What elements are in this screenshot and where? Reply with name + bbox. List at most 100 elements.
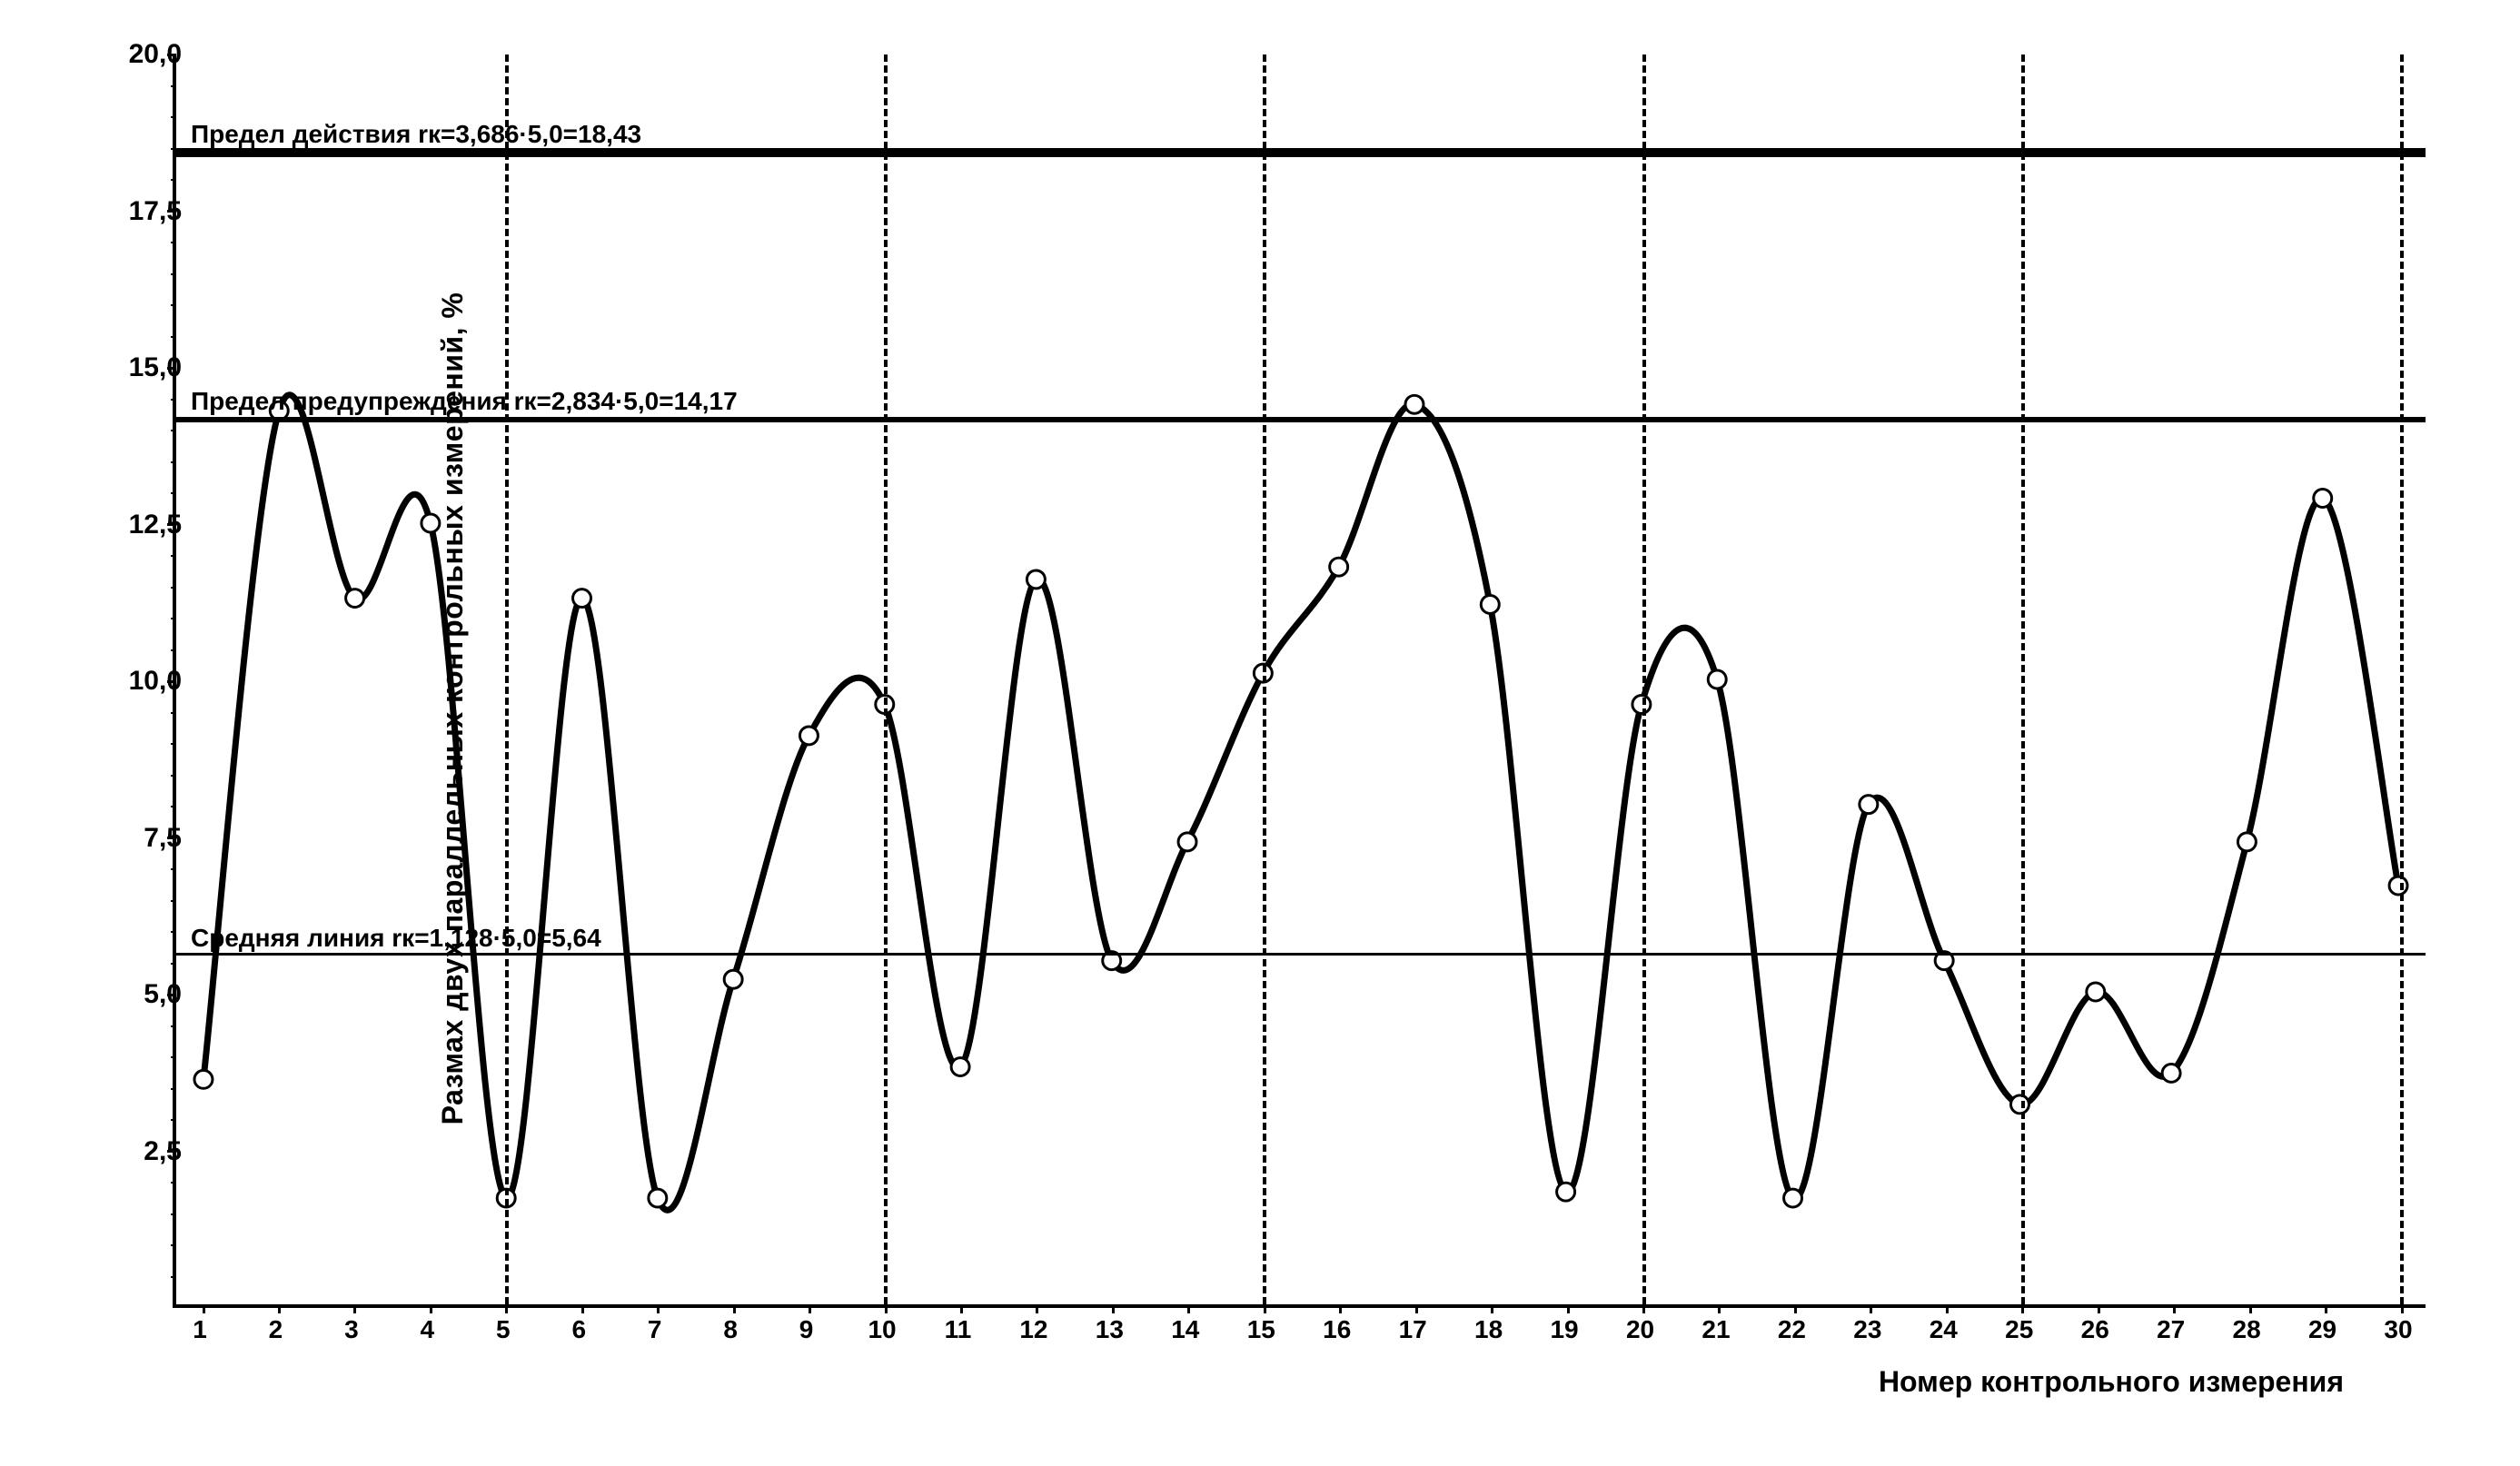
x-tick-label: 6 [571, 1315, 586, 1344]
x-tick-label: 29 [2308, 1315, 2336, 1344]
x-tick-label: 2 [269, 1315, 283, 1344]
reference-line-label: Предел действия rк=3,686·5,0=18,43 [184, 120, 641, 149]
x-tick [430, 1304, 432, 1313]
x-tick [1870, 1304, 1872, 1313]
y-tick-minor [171, 931, 176, 933]
y-tick-minor [171, 1119, 176, 1121]
x-tick-label: 12 [1019, 1315, 1047, 1344]
data-marker [1784, 1189, 1802, 1207]
data-marker [346, 589, 364, 608]
data-line-svg [176, 54, 2426, 1304]
x-tick [1567, 1304, 1570, 1313]
y-tick-minor [171, 242, 176, 243]
y-tick-minor [171, 461, 176, 463]
data-marker [649, 1189, 667, 1207]
reference-line-label: Предел предупреждения rк=2,834·5,0=14,17 [184, 387, 738, 416]
y-tick-minor [171, 336, 176, 338]
x-tick [278, 1304, 281, 1313]
data-marker [194, 1070, 213, 1088]
x-tick-label: 1 [193, 1315, 207, 1344]
x-tick [657, 1304, 660, 1313]
x-axis-title: Номер контрольного измерения [1879, 1365, 2344, 1399]
x-tick-label: 27 [2157, 1315, 2185, 1344]
y-tick-label: 7,5 [144, 823, 182, 854]
x-tick-label: 20 [1626, 1315, 1654, 1344]
x-tick-label: 24 [1930, 1315, 1958, 1344]
x-tick [1491, 1304, 1493, 1313]
x-tick [353, 1304, 356, 1313]
x-tick [1642, 1304, 1645, 1313]
x-tick-label: 3 [344, 1315, 359, 1344]
x-tick [1718, 1304, 1721, 1313]
control-chart: Размах двух параллельных контрольных изм… [91, 36, 2453, 1381]
grid-vertical [505, 54, 509, 1304]
y-tick-minor [171, 1056, 176, 1058]
y-tick-minor [171, 492, 176, 494]
y-tick-minor [171, 1088, 176, 1090]
x-tick-label: 30 [2384, 1315, 2412, 1344]
x-tick-label: 18 [1474, 1315, 1503, 1344]
data-marker [2010, 1095, 2029, 1114]
y-tick-minor [171, 85, 176, 87]
y-tick-label: 12,5 [129, 510, 182, 540]
x-tick-label: 9 [799, 1315, 814, 1344]
y-tick-minor [171, 1244, 176, 1246]
x-tick [1112, 1304, 1115, 1313]
y-tick-label: 10,0 [129, 666, 182, 697]
data-marker [1027, 570, 1045, 589]
y-tick-minor [171, 712, 176, 714]
y-tick-label: 20,0 [129, 39, 182, 70]
y-tick-minor [171, 304, 176, 306]
reference-line [176, 148, 2426, 157]
x-tick [203, 1304, 205, 1313]
x-tick [581, 1304, 584, 1313]
x-tick [1794, 1304, 1797, 1313]
x-tick-label: 7 [648, 1315, 662, 1344]
y-tick-minor [171, 1025, 176, 1027]
x-tick [809, 1304, 811, 1313]
y-tick-minor [171, 1213, 176, 1215]
data-marker [1405, 395, 1424, 413]
x-tick-label: 26 [2081, 1315, 2109, 1344]
y-tick-minor [171, 1182, 176, 1184]
x-tick-label: 25 [2005, 1315, 2033, 1344]
y-tick-minor [171, 116, 176, 118]
y-tick-minor [171, 649, 176, 651]
y-tick-minor [171, 868, 176, 870]
data-marker [422, 514, 440, 532]
x-tick [1187, 1304, 1190, 1313]
data-marker [1481, 595, 1499, 613]
y-tick-minor [171, 806, 176, 807]
reference-line [176, 953, 2426, 956]
x-tick-label: 11 [945, 1315, 972, 1344]
y-tick-minor [171, 1276, 176, 1278]
x-tick-label: 16 [1323, 1315, 1351, 1344]
x-tick [1946, 1304, 1949, 1313]
x-tick-label: 22 [1778, 1315, 1806, 1344]
y-tick-minor [171, 618, 176, 619]
y-tick-label: 5,0 [144, 979, 182, 1010]
x-tick-label: 13 [1096, 1315, 1124, 1344]
data-marker [799, 727, 818, 745]
x-tick-label: 5 [496, 1315, 511, 1344]
x-tick [733, 1304, 736, 1313]
data-marker [2389, 877, 2407, 895]
x-tick-label: 21 [1701, 1315, 1730, 1344]
y-tick-minor [171, 273, 176, 275]
grid-vertical [1642, 54, 1646, 1304]
y-tick-minor [171, 587, 176, 589]
x-tick [1415, 1304, 1418, 1313]
y-tick-minor [171, 900, 176, 902]
y-tick-minor [171, 179, 176, 181]
x-tick-label: 28 [2233, 1315, 2261, 1344]
data-marker [2087, 983, 2105, 1001]
x-tick [505, 1304, 508, 1313]
x-tick [960, 1304, 963, 1313]
x-tick [1339, 1304, 1342, 1313]
grid-vertical [2400, 54, 2404, 1304]
x-tick-label: 17 [1399, 1315, 1427, 1344]
x-tick-label: 14 [1171, 1315, 1199, 1344]
x-tick [2021, 1304, 2024, 1313]
x-tick [2173, 1304, 2176, 1313]
x-tick [885, 1304, 888, 1313]
